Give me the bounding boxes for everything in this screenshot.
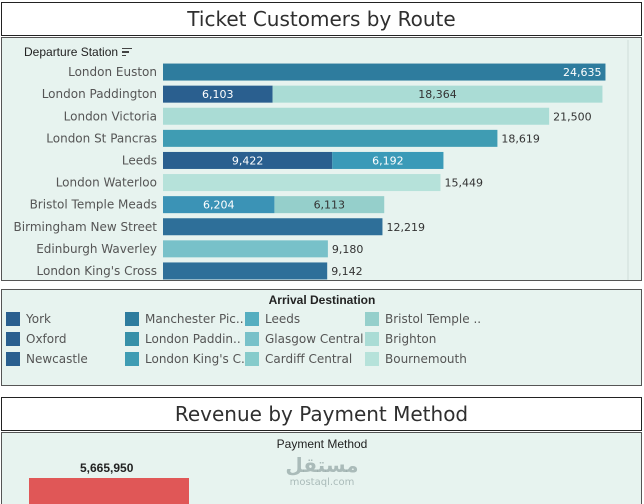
revenue-title: Revenue by Payment Method [1,397,642,431]
watermark-logo: مستقل mostaql.com [282,453,362,488]
data-label: 24,635 [563,66,602,79]
category-label: London Waterloo [56,176,157,190]
legend-item[interactable]: London Paddin.. [125,332,241,346]
legend-label: Glasgow Central [265,332,364,346]
legend-item[interactable]: Oxford [6,332,66,346]
chart-title: Ticket Customers by Route [1,2,642,36]
data-label: 6,192 [372,154,404,167]
legend-panel [1,289,642,386]
revenue-value-label: 5,665,950 [80,461,134,475]
data-label: 9,422 [232,154,264,167]
legend-swatch [125,312,139,326]
legend-item[interactable]: London King's C.. [125,352,249,366]
legend-label: Bournemouth [385,352,467,366]
bar-segment[interactable] [163,174,441,192]
bar-segment[interactable] [163,63,606,81]
sort-icon[interactable] [122,47,133,57]
legend-label: Bristol Temple .. [385,312,482,326]
legend-swatch [245,332,259,346]
data-label: 9,180 [332,243,364,256]
data-label: 6,204 [203,199,235,212]
data-label: 15,449 [444,177,483,190]
category-label: Leeds [122,153,157,167]
legend-item[interactable]: Cardiff Central [245,352,352,366]
legend-swatch [125,332,139,346]
row-header[interactable]: Departure Station [24,45,133,59]
legend-item[interactable]: Manchester Pic.. [125,312,244,326]
data-label: 6,113 [314,199,346,212]
data-label: 21,500 [553,110,592,123]
legend-item[interactable]: Newcastle [6,352,88,366]
bar-segment[interactable] [163,85,273,103]
category-label: London King's Cross [37,264,158,278]
revenue-bar[interactable] [29,478,189,504]
data-label: 18,619 [501,132,540,145]
legend-swatch [245,352,259,366]
legend-label: London Paddin.. [145,332,241,346]
legend-label: Cardiff Central [265,352,353,366]
bar-segment[interactable] [163,107,550,125]
legend-swatch [365,332,379,346]
legend-swatch [6,352,20,366]
bar-segment[interactable] [272,85,603,103]
bar-segment[interactable] [163,151,333,169]
bar-segment[interactable] [163,196,275,214]
legend-item[interactable]: Glasgow Central [245,332,364,346]
legend-item[interactable]: Leeds [245,312,300,326]
legend-item[interactable]: Bournemouth [365,352,467,366]
category-label: Bristol Temple Meads [30,198,157,212]
legend-item[interactable]: York [6,312,51,326]
legend-label: Newcastle [26,352,88,366]
category-label: Birmingham New Street [14,220,158,234]
bar-segment[interactable] [274,196,385,214]
category-label: London Euston [68,65,157,79]
legend-swatch [365,312,379,326]
bar-segment[interactable] [163,218,383,236]
legend-item[interactable]: Bristol Temple .. [365,312,481,326]
category-label: Edinburgh Waverley [36,242,157,256]
row-header-label: Departure Station [24,45,119,59]
legend-label: Manchester Pic.. [145,312,244,326]
legend-label: Leeds [265,312,301,326]
legend-swatch [6,332,20,346]
category-label: London Paddington [42,87,157,101]
category-label: London St Pancras [46,131,157,145]
watermark-url: mostaql.com [289,477,355,488]
legend-item[interactable]: Brighton [365,332,436,346]
legend-label: Oxford [26,332,67,346]
payment-method-label: Payment Method [276,437,368,451]
legend-label: Brighton [385,332,437,346]
legend-swatch [245,312,259,326]
legend-swatch [6,312,20,326]
data-label: 12,219 [386,221,425,234]
data-label: 6,103 [202,88,234,101]
bar-segment[interactable] [163,262,328,280]
bar-chart: London Euston 24,635 London Paddington 6,10… [14,40,629,280]
bar-segment[interactable] [163,129,498,147]
bar-segment[interactable] [163,240,328,258]
data-label: 9,142 [331,265,363,278]
bar-segment[interactable] [332,151,444,169]
legend-swatch [125,352,139,366]
legend-swatch [365,352,379,366]
legend-label: London King's C.. [145,352,249,366]
legend-title: Arrival Destination [268,293,376,307]
watermark-text: مستقل [285,453,359,477]
legend-label: York [26,312,51,326]
data-label: 18,364 [418,88,457,101]
category-label: London Victoria [64,109,157,123]
